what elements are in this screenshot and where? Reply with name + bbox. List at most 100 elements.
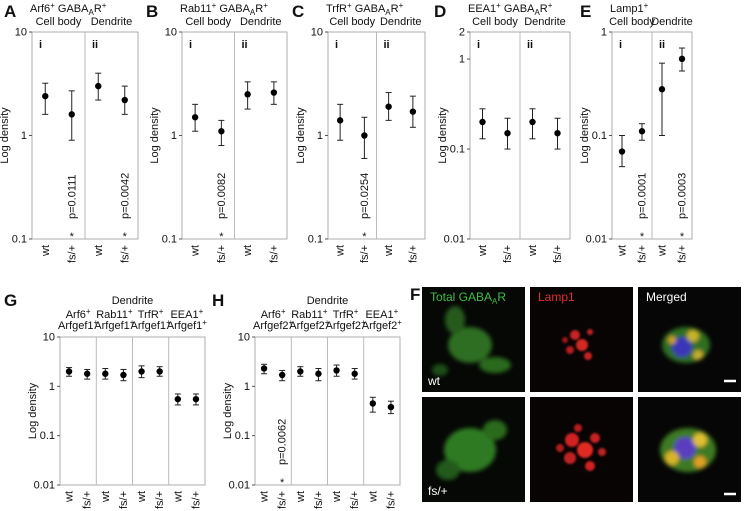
significance-marker: * [640, 231, 645, 243]
section-mark: i [477, 39, 480, 51]
x-tick-label: wt [93, 245, 105, 257]
text-part: GABA [352, 3, 386, 15]
x-tick-label: wt [335, 245, 347, 257]
section-label: Cell body [329, 16, 375, 28]
x-tick-label: wt [136, 491, 148, 503]
text-part: Dendrite [112, 295, 154, 307]
text-part: + [202, 318, 207, 327]
section-mark: ii [384, 39, 390, 51]
section-mark: i [189, 39, 192, 51]
text-part: A [88, 8, 94, 17]
text-part: Arfgef1 [58, 320, 93, 332]
mean-dot [138, 368, 145, 375]
text-part: + [86, 307, 91, 316]
text-part: Arfgef1 [131, 320, 166, 332]
mean-dot [658, 86, 666, 93]
group-label: Arfgef2+ [289, 318, 329, 332]
p-value: p=0.0254 [359, 173, 371, 219]
y-axis-label: Log density [149, 107, 161, 164]
significance-marker: * [362, 231, 367, 243]
y-tick-label: 10 [165, 27, 177, 39]
text-part: + [50, 1, 55, 10]
section-mark: i [335, 39, 338, 51]
section-label: Cell body [185, 16, 231, 28]
panel-letter: A [4, 2, 16, 21]
y-axis-label: Log density [295, 107, 307, 164]
text-part: Lamp1 [538, 290, 575, 304]
group-label: EEA1+ [365, 307, 398, 321]
group-label: Arfgef1+ [167, 318, 207, 332]
mean-dot [278, 371, 286, 379]
x-tick-label: fs/+ [637, 245, 649, 263]
x-tick-label: fs/+ [82, 491, 94, 509]
y-tick-label: 1 [244, 381, 250, 393]
section-mark: i [39, 39, 42, 51]
text-part: + [212, 1, 217, 10]
y-tick-label: 1 [21, 130, 27, 142]
mean-dot [83, 370, 91, 377]
text-part: Arf6 [30, 3, 50, 15]
mean-dot [361, 132, 368, 139]
x-tick-label: wt [100, 491, 112, 503]
section-label: Dendrite [651, 16, 693, 28]
significance-marker: * [70, 231, 75, 243]
text-part: + [361, 318, 366, 327]
text-part: Arf6 [261, 309, 281, 321]
mean-dot [336, 117, 344, 124]
group-label: Arfgef1+ [58, 318, 98, 332]
x-tick-label: wt [40, 245, 52, 257]
y-tick-label: 0.01 [444, 234, 465, 246]
mean-dot [218, 128, 225, 135]
x-tick-label: wt [477, 245, 489, 257]
mean-dot [479, 118, 486, 126]
mean-dot [260, 365, 268, 372]
mean-dot [529, 118, 536, 126]
p-value: p=0.0003 [677, 173, 689, 219]
y-tick-label: 10 [238, 332, 250, 344]
column-label: Lamp1 [538, 290, 575, 304]
mean-dot [409, 108, 417, 115]
y-tick-label: 1 [459, 54, 465, 66]
text-part: R [94, 3, 102, 15]
mean-dot [174, 395, 182, 403]
text-part: Arfgef1 [167, 320, 202, 332]
cell-fs-merged [660, 428, 716, 472]
y-tick-label: 0.1 [235, 430, 250, 442]
section-label: Cell body [609, 16, 655, 28]
y-tick-label: 10 [15, 27, 27, 39]
x-tick-label: fs/+ [118, 491, 130, 509]
text-part: + [159, 307, 164, 316]
section-mark: ii [242, 39, 248, 51]
significance-marker: * [123, 231, 128, 243]
x-tick-label: wt [367, 491, 379, 503]
mean-dot [504, 129, 511, 137]
x-tick-label: fs/+ [119, 245, 131, 263]
x-tick-label: fs/+ [359, 245, 371, 263]
text-part: + [394, 307, 399, 316]
chart-title: Lamp1+ [610, 1, 649, 15]
text-part: Dendrite [307, 295, 349, 307]
text-part: Rab11 [96, 309, 128, 321]
section-mark: ii [92, 39, 98, 51]
column-label: Total GABAAR [430, 290, 506, 306]
section-label: Cell body [472, 16, 518, 28]
panel-letter: B [146, 2, 158, 21]
mean-dot [68, 111, 75, 118]
y-tick-label: 1 [171, 130, 177, 142]
mean-dot [315, 370, 322, 377]
x-tick-label: wt [657, 245, 669, 257]
text-part: TrfR [138, 309, 159, 321]
cell-wt-gaba [432, 306, 511, 376]
section-label: Dendrite [240, 16, 282, 28]
y-axis-label: Log density [0, 107, 11, 164]
y-tick-label: 0.01 [34, 480, 55, 492]
x-tick-label: fs/+ [190, 491, 202, 509]
mean-dot [351, 370, 358, 377]
mean-dot [42, 92, 49, 100]
text-part: + [166, 318, 171, 327]
mean-dot [95, 82, 102, 90]
panel-letter: D [434, 2, 446, 21]
significance-marker: * [680, 231, 685, 243]
chart-title: Rab11+ GABAAR+ [180, 1, 268, 17]
